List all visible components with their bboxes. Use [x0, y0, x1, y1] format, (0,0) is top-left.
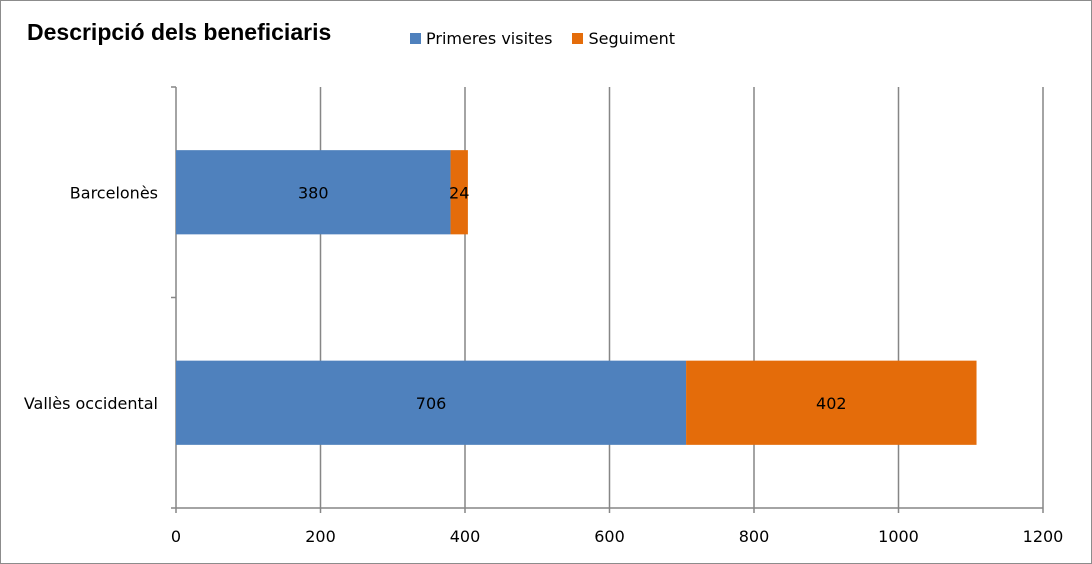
x-tick-label-1000: 1000 [878, 527, 919, 546]
legend-item-primeres-visites: Primeres visites [410, 29, 552, 48]
category-label-barcelones: Barcelonès [70, 183, 158, 202]
legend-label-seguiment: Seguiment [588, 29, 676, 48]
data-label-primeres-visites-valles-occidental: 706 [416, 394, 447, 413]
legend: Primeres visites Seguiment [410, 29, 695, 48]
x-tick-label-0: 0 [171, 527, 181, 546]
legend-swatch-primeres-visites [410, 33, 421, 44]
x-tick-label-800: 800 [739, 527, 770, 546]
chart-title: Descripció dels beneficiaris [27, 19, 332, 45]
x-tick-label-400: 400 [450, 527, 481, 546]
legend-swatch-seguiment [572, 33, 584, 44]
bar-seguiment-barcelones [450, 150, 468, 235]
category-label-valles-occidental: Vallès occidental [24, 394, 158, 413]
x-tick-label-600: 600 [594, 527, 625, 546]
legend-item-seguiment: Seguiment [572, 29, 675, 48]
data-label-primeres-visites-barcelones: 380 [298, 183, 329, 202]
bar-primeres-visites-valles-occidental [176, 360, 687, 445]
bar-primeres-visites-barcelones [176, 150, 451, 235]
data-label-seguiment-barcelones: 24 [449, 183, 469, 202]
x-tick-label-1200: 1200 [1023, 527, 1064, 546]
x-tick-label-200: 200 [305, 527, 336, 546]
bar-seguiment-valles-occidental [686, 360, 977, 445]
legend-label-primeres-visites: Primeres visites [426, 29, 553, 48]
data-label-seguiment-valles-occidental: 402 [816, 394, 847, 413]
